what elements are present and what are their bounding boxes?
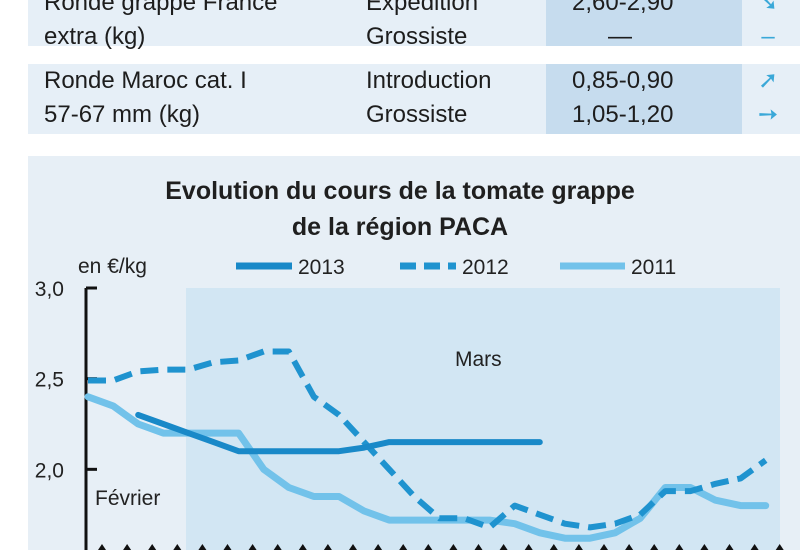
- x-tick: [574, 544, 583, 550]
- product-line: extra (kg): [44, 23, 146, 50]
- x-tick: [349, 544, 357, 550]
- x-tick: [449, 544, 458, 550]
- price-line: 2,60-2,90: [572, 0, 674, 16]
- product-cell: Ronde grappe France extra (kg): [44, 0, 277, 54]
- x-tick: [399, 544, 408, 550]
- price-table: Ronde grappe France extra (kg) Expéditio…: [0, 0, 800, 150]
- y-tick-label: 2,0: [35, 459, 64, 482]
- product-line: 57-67 mm (kg): [44, 101, 201, 128]
- price-cell: 2,60-2,90 —: [572, 0, 673, 54]
- price-line: 0,85-0,90: [572, 67, 674, 94]
- series-line-2013: [135, 411, 543, 455]
- y-axis-unit: en €/kg: [78, 255, 147, 278]
- stage-line: Grossiste: [366, 101, 468, 128]
- y-tick-label: 3,0: [35, 278, 64, 301]
- stage-line: Grossiste: [366, 23, 468, 50]
- x-tick: [700, 544, 709, 550]
- period-label-fevrier: Février: [95, 487, 160, 510]
- price-column-band: [546, 64, 742, 134]
- stage-cell: Introduction Grossiste: [366, 64, 491, 132]
- product-line: Ronde Maroc cat. I: [44, 67, 247, 94]
- x-tick: [173, 544, 182, 550]
- period-label-mars: Mars: [455, 348, 502, 371]
- trend-cell: ➚ ➙: [738, 64, 798, 132]
- table-row: Ronde Maroc cat. I 57-67 mm (kg) Introdu…: [28, 64, 800, 134]
- x-tick: [198, 544, 207, 550]
- trend-cell: ➘ –: [738, 0, 798, 54]
- price-line: —: [608, 23, 632, 50]
- march-band: [186, 288, 780, 550]
- x-tick: [600, 544, 608, 550]
- trend-down-icon: ➘: [757, 0, 779, 16]
- x-tick: [323, 544, 332, 550]
- table-row: Ronde grappe France extra (kg) Expéditio…: [28, 0, 800, 50]
- x-tick: [549, 544, 558, 550]
- x-tick: [625, 544, 634, 550]
- x-tick: [123, 544, 132, 550]
- x-tick: [499, 544, 508, 550]
- legend-label-2011: 2011: [631, 256, 676, 279]
- trend-up-icon: ➚: [757, 67, 779, 94]
- chart-title-line-2: de la région PACA: [291, 213, 509, 241]
- stage-line: Expédition: [366, 0, 479, 16]
- y-tick-label: 2,5: [35, 369, 64, 392]
- stage-cell: Expédition Grossiste: [366, 0, 478, 54]
- product-cell: Ronde Maroc cat. I 57-67 mm (kg): [44, 64, 247, 132]
- x-tick: [424, 544, 433, 550]
- x-tick: [750, 544, 759, 550]
- trend-right-icon: ➙: [757, 101, 779, 128]
- x-tick: [725, 544, 734, 550]
- legend-label-2012: 2012: [462, 256, 509, 279]
- x-tick: [374, 544, 383, 550]
- x-tick: [248, 544, 257, 550]
- product-line: Ronde grappe France: [44, 0, 278, 16]
- series-line-2012: [88, 348, 768, 531]
- x-tick: [474, 544, 483, 550]
- x-tick: [650, 544, 659, 550]
- price-cell: 0,85-0,90 1,05-1,20: [572, 64, 673, 132]
- x-tick: [223, 544, 232, 550]
- x-tick: [148, 544, 157, 550]
- stage-line: Introduction: [366, 67, 492, 94]
- x-tick: [98, 544, 106, 550]
- price-line: 1,05-1,20: [572, 101, 674, 128]
- x-tick: [273, 544, 282, 550]
- price-column-band: [546, 0, 742, 46]
- trend-flat-icon: –: [761, 23, 775, 50]
- legend-label-2013: 2013: [298, 256, 345, 279]
- chart-title-line-1: Evolution du cours de la tomate grappe: [165, 177, 635, 205]
- x-tick: [775, 544, 784, 550]
- x-tick: [298, 544, 307, 550]
- x-tick: [524, 544, 533, 550]
- x-tick: [675, 544, 684, 550]
